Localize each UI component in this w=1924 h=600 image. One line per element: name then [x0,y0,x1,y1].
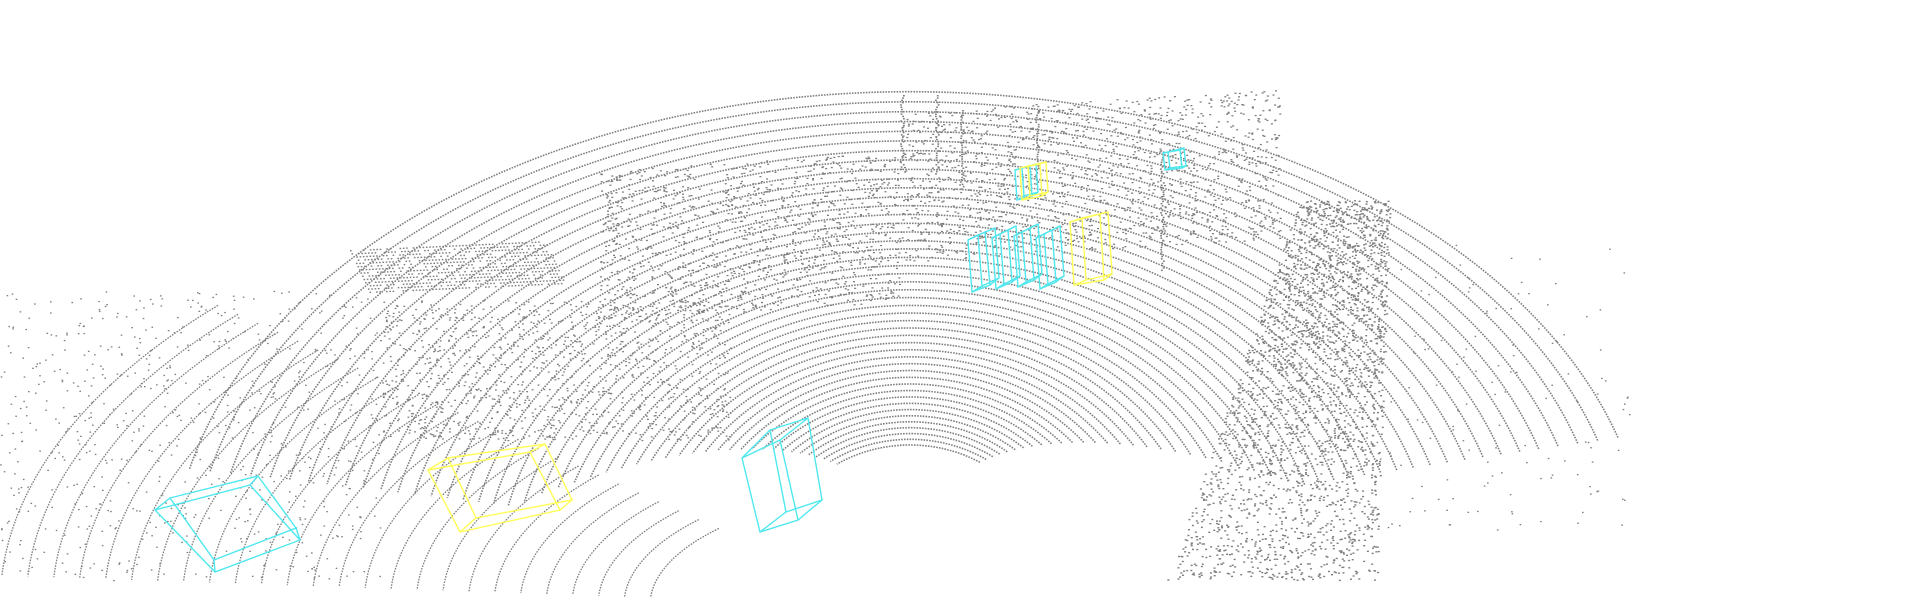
cyclist-bounding-box [426,443,574,533]
bounding-boxes [153,147,1187,573]
point-cloud [0,90,1631,598]
pedestrian-bounding-box [1013,222,1043,289]
pedestrian-bounding-box [967,226,1000,293]
pedestrian-bounding-box [991,224,1021,291]
pedestrian-bounding-box [1035,224,1065,291]
pedestrian-bounding-box [153,475,302,573]
pedestrian-bounding-box [1162,147,1187,171]
pedestrian-bounding-box [741,417,823,533]
cyclist-bounding-box [1019,161,1049,201]
cyclist-bounding-box [1069,211,1113,286]
